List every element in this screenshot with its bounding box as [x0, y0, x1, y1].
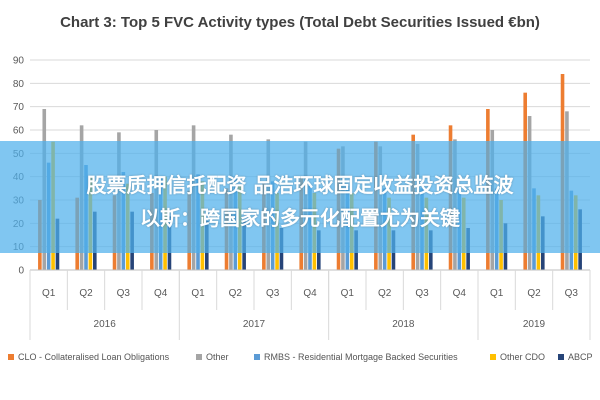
x-axis: Q1 Q2 Q3 Q4 Q1 Q2 Q3 Q4 Q1 Q2 Q3 Q4 Q1 Q2 Q3 2016 2017 20…	[29, 269, 591, 340]
x-tick-label: Q1	[191, 288, 205, 299]
banner-headline-line-1: 股票质押信托配资 品浩环球固定收益投资总监波	[86, 173, 514, 197]
x-tick-label: Q3	[415, 288, 429, 299]
y-tick-label: 70	[13, 102, 25, 113]
legend-label: Other	[206, 352, 229, 362]
x-tick-label: Q2	[378, 288, 392, 299]
x-year-label: 2016	[94, 319, 117, 330]
x-tick-label: Q1	[42, 288, 56, 299]
x-year-label: 2018	[392, 319, 415, 330]
x-tick-label: Q2	[79, 288, 93, 299]
x-year-label: 2019	[523, 319, 546, 330]
x-tick-label: Q1	[341, 288, 355, 299]
y-tick-label: 80	[13, 79, 25, 90]
y-tick-label: 90	[13, 56, 25, 67]
y-tick-label: 60	[13, 126, 25, 137]
x-tick-label: Q4	[453, 288, 467, 299]
x-tick-label: Q3	[565, 288, 579, 299]
legend-item: Other CDO	[490, 352, 545, 362]
legend-swatch	[490, 354, 496, 360]
chart-title: Chart 3: Top 5 FVC Activity types (Total…	[60, 14, 540, 31]
chart-legend: CLO - Collateralised Loan Obligations Oth…	[8, 348, 600, 370]
legend-label: ABCP	[568, 352, 593, 362]
legend-item: Other	[196, 352, 229, 362]
legend-item: CLO - Collateralised Loan Obligations	[8, 352, 169, 362]
x-tick-label: Q2	[527, 288, 541, 299]
legend-label: CLO - Collateralised Loan Obligations	[18, 352, 170, 362]
x-tick-label: Q2	[229, 288, 243, 299]
legend-swatch	[254, 354, 260, 360]
banner-headline-line-2: 以斯：跨国家的多元化配置尤为关键	[140, 206, 460, 230]
legend-item: ABCP	[558, 352, 593, 362]
legend-label: RMBS - Residential Mortgage Backed Secur…	[264, 352, 458, 362]
x-year-label: 2017	[243, 319, 266, 330]
legend-swatch	[196, 354, 202, 360]
legend-item: RMBS - Residential Mortgage Backed Secur…	[254, 352, 458, 362]
x-tick-label: Q3	[117, 288, 131, 299]
overlay-banner: 股票质押信托配资 品浩环球固定收益投资总监波 以斯：跨国家的多元化配置尤为关键	[0, 141, 600, 253]
legend-swatch	[558, 354, 564, 360]
x-tick-label: Q4	[154, 288, 168, 299]
legend-label: Other CDO	[500, 352, 546, 362]
y-tick-label: 0	[18, 266, 24, 277]
x-tick-label: Q1	[490, 288, 504, 299]
legend-swatch	[8, 354, 14, 360]
x-tick-label: Q3	[266, 288, 280, 299]
x-tick-label: Q4	[303, 288, 317, 299]
